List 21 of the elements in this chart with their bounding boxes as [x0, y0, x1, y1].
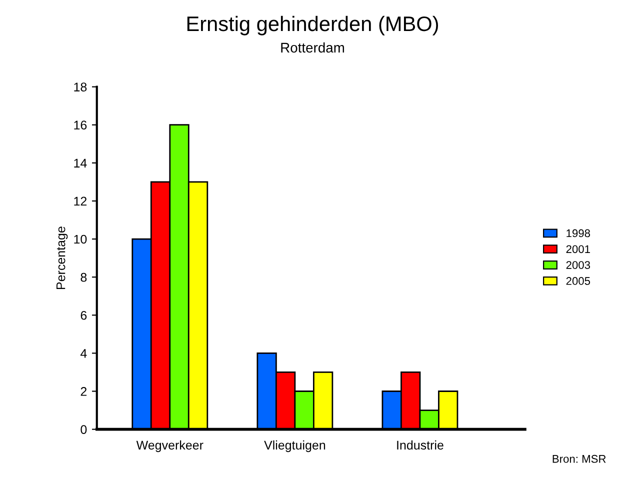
x-tick-label: Wegverkeer	[136, 440, 204, 452]
legend-label: 2005	[566, 277, 590, 285]
y-tick-label: 6	[80, 310, 87, 320]
x-tick-label: Industrie	[397, 440, 444, 450]
chart-subtitle: Rotterdam	[281, 42, 344, 53]
y-tick-label: 18	[74, 82, 87, 92]
chart-title: Ernstig gehinderden (MBO)	[187, 16, 438, 36]
y-tick-label: 14	[74, 158, 87, 168]
y-tick-label: 4	[80, 349, 87, 358]
text: Bron: MSR	[552, 454, 606, 463]
y-tick-label: 12	[74, 196, 87, 206]
y-tick-label: 2	[80, 387, 87, 396]
x-tick-label: Vliegtuigen	[264, 440, 326, 452]
legend-label: 1998	[566, 229, 590, 238]
y-tick-label: 8	[80, 272, 87, 282]
y-tick-label: 0	[80, 425, 87, 434]
y-tick-label: 16	[74, 120, 87, 130]
y-tick-label: 10	[74, 234, 87, 244]
legend-label: 2001	[566, 245, 590, 254]
y-axis-title: Percentage	[56, 226, 68, 289]
legend-label: 2003	[566, 261, 590, 269]
